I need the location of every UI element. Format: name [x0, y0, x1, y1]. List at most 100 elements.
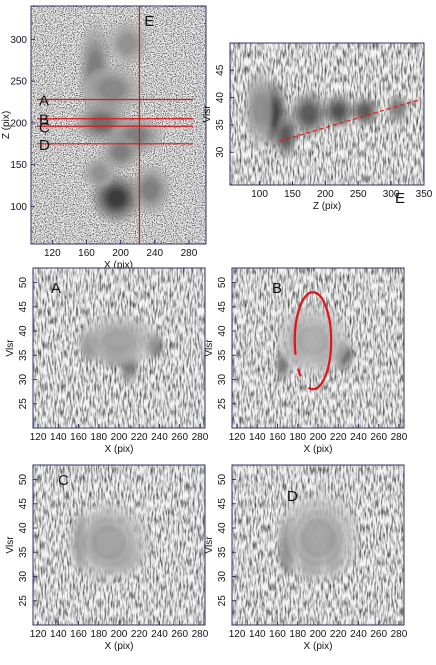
cut-label-a: A — [39, 93, 49, 110]
panel-label: C — [58, 472, 69, 489]
y-tick-label: 35 — [217, 546, 228, 558]
y-tick-label: 45 — [18, 498, 29, 510]
x-tick-label: 200 — [111, 432, 128, 443]
plot-area — [33, 268, 205, 428]
x-tick-label: 200 — [112, 248, 129, 259]
velocity-gradient-line — [279, 99, 418, 142]
panel-C: 120 140 160 180 200 220 240 260 280 25 30 35 40 45 50 X… — [5, 464, 209, 652]
cut-label-b: B — [39, 112, 49, 129]
y-tick-label: 300 — [10, 35, 27, 46]
y-tick-label: 30 — [217, 571, 228, 583]
y-tick-label: 30 — [215, 146, 226, 158]
x-tick-label: 220 — [330, 629, 347, 640]
plot-area — [33, 465, 205, 625]
x-tick-label: 150 — [284, 189, 301, 200]
y-tick-label: 40 — [18, 522, 29, 534]
y-tick-label: 35 — [18, 546, 29, 558]
x-tick-label: 160 — [70, 432, 87, 443]
plot-area — [232, 268, 404, 428]
y-tick-label: 25 — [217, 595, 228, 607]
y-tick-label: 50 — [18, 474, 29, 486]
x-tick-label: 160 — [78, 248, 95, 259]
y-axis-label: Vlsr — [204, 536, 215, 554]
x-tick-label: 260 — [171, 629, 188, 640]
x-tick-label: 260 — [370, 629, 387, 640]
y-tick-label: 45 — [18, 301, 29, 313]
emission-contour — [359, 105, 371, 117]
x-tick-label: 300 — [383, 189, 400, 200]
x-tick-label: 220 — [330, 432, 347, 443]
x-tick-label: 120 — [30, 629, 47, 640]
y-tick-label: 50 — [18, 277, 29, 289]
x-tick-label: 140 — [50, 432, 67, 443]
y-tick-label: 200 — [10, 118, 27, 129]
emission-contour — [301, 520, 335, 556]
x-tick-label: 200 — [310, 432, 327, 443]
emission-contour — [92, 526, 126, 559]
panel-E: 100 150 200 250 300 350 30 35 40 45 Z (pix) Vlsr E — [202, 42, 433, 212]
y-tick-label: 100 — [10, 202, 27, 213]
x-axis-label: X (pix) — [104, 260, 133, 271]
x-tick-label: 250 — [350, 189, 367, 200]
x-tick-label: 240 — [151, 432, 168, 443]
x-tick-label: 200 — [111, 629, 128, 640]
plot-area — [230, 43, 424, 185]
emission-contour — [298, 326, 328, 355]
emission-contour — [91, 115, 113, 131]
x-tick-label: 280 — [391, 629, 408, 640]
panel-label: D — [287, 488, 298, 505]
x-tick-label: 120 — [229, 432, 246, 443]
y-tick-label: 250 — [10, 77, 27, 88]
y-tick-label: 50 — [217, 277, 228, 289]
y-tick-label: 25 — [217, 398, 228, 410]
y-tick-label: 35 — [217, 349, 228, 361]
y-tick-label: 25 — [18, 595, 29, 607]
y-axis-label: Vlsr — [5, 536, 16, 554]
x-axis-label: X (pix) — [304, 641, 333, 652]
x-tick-label: 280 — [192, 629, 209, 640]
cut-label-c: C — [39, 119, 50, 136]
panel-label: E — [395, 190, 405, 207]
plot-frame — [30, 5, 207, 245]
emission-contour — [112, 145, 129, 160]
x-tick-label: 200 — [310, 629, 327, 640]
x-tick-label: 120 — [44, 248, 61, 259]
x-tick-label: 280 — [391, 432, 408, 443]
x-tick-label: 180 — [90, 432, 107, 443]
x-axis-label: X (pix) — [105, 641, 134, 652]
x-tick-label: 180 — [289, 629, 306, 640]
emission-contour — [99, 79, 125, 100]
x-axis-label: X (pix) — [304, 444, 333, 455]
y-tick-label: 40 — [217, 325, 228, 337]
y-tick-label: 45 — [215, 64, 226, 76]
x-axis-label: Z (pix) — [313, 201, 341, 212]
y-tick-label: 35 — [215, 119, 226, 131]
y-tick-label: 30 — [18, 374, 29, 386]
plot-frame — [229, 42, 425, 186]
y-tick-label: 40 — [18, 325, 29, 337]
emission-contour — [393, 102, 402, 115]
x-tick-label: 180 — [289, 432, 306, 443]
emission-contour — [92, 166, 106, 180]
emission-contour — [281, 126, 291, 145]
x-tick-label: 120 — [229, 629, 246, 640]
emission-contour — [301, 105, 317, 123]
x-tick-label: 240 — [146, 248, 163, 259]
panel-label: A — [51, 280, 61, 297]
plot-area — [31, 6, 206, 244]
x-tick-label: 140 — [249, 629, 266, 640]
x-tick-label: 220 — [131, 629, 148, 640]
x-tick-label: 240 — [350, 629, 367, 640]
panel-B: 120 140 160 180 200 220 240 260 280 25 30 35 40 45 50 X… — [204, 267, 408, 455]
y-axis-label: Vlsr — [5, 339, 16, 357]
x-tick-label: 100 — [251, 189, 268, 200]
y-tick-label: 40 — [215, 92, 226, 104]
y-axis-label: Vlsr — [202, 105, 213, 123]
y-tick-label: 30 — [18, 571, 29, 583]
x-tick-label: 140 — [249, 432, 266, 443]
y-axis-label: Vlsr — [204, 339, 215, 357]
emission-contour — [142, 180, 159, 200]
x-tick-label: 160 — [269, 629, 286, 640]
y-tick-label: 40 — [217, 522, 228, 534]
